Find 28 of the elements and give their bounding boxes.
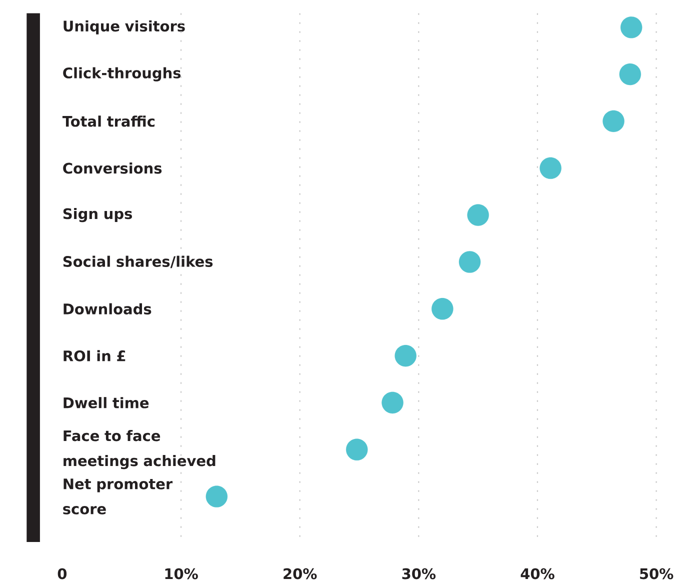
x-tick-label: 10% xyxy=(165,568,198,580)
y-tick-label: Conversions xyxy=(63,162,162,174)
point xyxy=(540,157,562,179)
y-tick-label: Total traffic xyxy=(62,116,154,127)
y-tick-label: Face to face meetings achieved xyxy=(64,430,216,470)
point xyxy=(619,63,642,86)
x-tick-label: 0 xyxy=(58,568,67,580)
y-tick-label: ROI in £ xyxy=(64,350,126,362)
point xyxy=(206,486,228,508)
x-tick-label: 50% xyxy=(640,568,674,580)
point xyxy=(346,438,368,460)
point xyxy=(382,392,404,414)
point xyxy=(394,344,416,367)
y-tick-label: Dwell time xyxy=(64,397,149,408)
point xyxy=(467,204,489,226)
point xyxy=(620,16,642,38)
point xyxy=(432,298,454,320)
y-tick-label: Sign ups xyxy=(63,208,132,222)
y-tick-label: Net promoter score xyxy=(63,478,173,514)
point xyxy=(602,110,624,132)
y-tick-label: Unique visitors xyxy=(64,20,185,34)
x-tick-label: 20% xyxy=(284,568,317,580)
y-tick-label: Social shares/likes xyxy=(63,256,213,268)
x-tick-label: 40% xyxy=(520,568,554,580)
y-tick-label: Downloads xyxy=(64,303,152,314)
point xyxy=(458,251,481,273)
y-tick-label: Click-throughs xyxy=(63,67,181,82)
x-tick-label: 30% xyxy=(402,568,436,580)
